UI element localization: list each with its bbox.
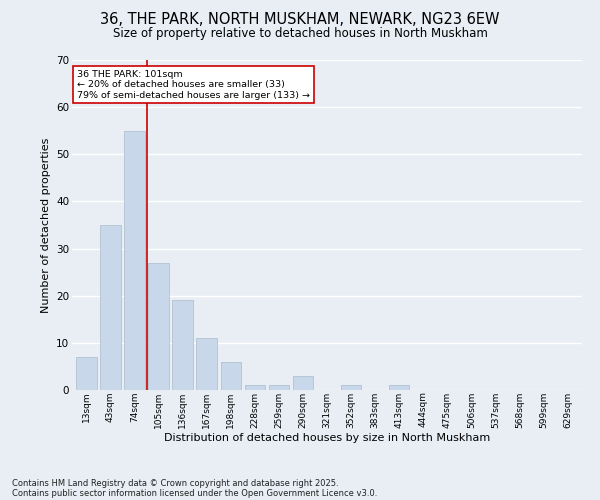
Text: 36, THE PARK, NORTH MUSKHAM, NEWARK, NG23 6EW: 36, THE PARK, NORTH MUSKHAM, NEWARK, NG2… <box>100 12 500 28</box>
X-axis label: Distribution of detached houses by size in North Muskham: Distribution of detached houses by size … <box>164 434 490 444</box>
Bar <box>124 130 145 390</box>
Bar <box>100 225 121 390</box>
Bar <box>148 262 169 390</box>
Bar <box>293 376 313 390</box>
Text: Size of property relative to detached houses in North Muskham: Size of property relative to detached ho… <box>113 28 487 40</box>
Bar <box>172 300 193 390</box>
Text: Contains public sector information licensed under the Open Government Licence v3: Contains public sector information licen… <box>12 488 377 498</box>
Bar <box>341 386 361 390</box>
Bar <box>389 386 409 390</box>
Y-axis label: Number of detached properties: Number of detached properties <box>41 138 50 312</box>
Text: Contains HM Land Registry data © Crown copyright and database right 2025.: Contains HM Land Registry data © Crown c… <box>12 478 338 488</box>
Bar <box>269 386 289 390</box>
Bar <box>245 386 265 390</box>
Bar <box>196 338 217 390</box>
Text: 36 THE PARK: 101sqm
← 20% of detached houses are smaller (33)
79% of semi-detach: 36 THE PARK: 101sqm ← 20% of detached ho… <box>77 70 310 100</box>
Bar <box>221 362 241 390</box>
Bar <box>76 357 97 390</box>
